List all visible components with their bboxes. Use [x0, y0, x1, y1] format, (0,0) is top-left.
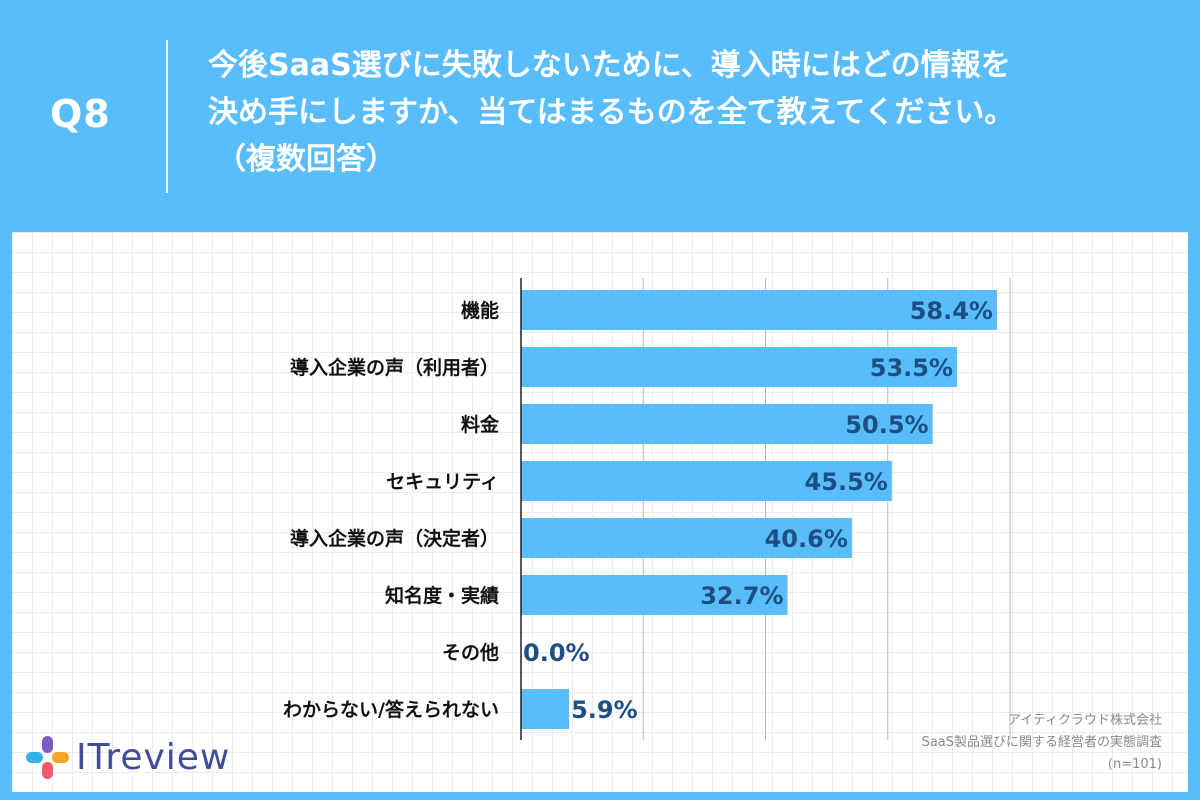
value-label: 58.4% [910, 297, 993, 325]
question-line: 決め手にしますか、当てはまるものを全て教えてください。 [208, 95, 1015, 130]
category-label: 導入企業の声（利用者） [290, 356, 499, 379]
header-divider [166, 40, 168, 193]
logo-text: ITreview [76, 737, 231, 778]
value-label: 53.5% [870, 354, 953, 382]
itreview-logo: ITreview [26, 736, 230, 780]
category-label: わからない/答えられない [283, 698, 499, 721]
bar [521, 575, 788, 615]
category-label: その他 [442, 641, 499, 664]
logo-mark-icon [26, 736, 70, 780]
category-label: セキュリティ [386, 471, 499, 493]
question-number: Q8 [50, 92, 111, 136]
question-line: 今後SaaS選びに失敗しないために、導入時にはどの情報を [208, 48, 1011, 83]
category-label: 知名度・実績 [385, 584, 499, 607]
value-label: 0.0% [523, 639, 590, 667]
value-label: 40.6% [765, 525, 848, 553]
value-label: 45.5% [805, 468, 888, 496]
bar [521, 290, 997, 330]
bar [521, 404, 933, 444]
bar [521, 518, 852, 558]
value-label: 50.5% [845, 411, 928, 439]
source-company: アイティクラウド株式会社 [1007, 713, 1162, 728]
value-label: 5.9% [571, 696, 638, 724]
category-label: 機能 [461, 299, 499, 322]
bar [521, 461, 892, 501]
bar [521, 689, 570, 729]
question-line: （複数回答） [216, 142, 396, 177]
source-sample: (n=101) [1107, 757, 1162, 772]
bar [521, 347, 958, 387]
source-survey: SaaS製品選びに関する経営者の実態調査 [921, 735, 1162, 750]
question-header: Q8 今後SaaS選びに失敗しないために、導入時にはどの情報を 決め手にしますか… [0, 0, 1200, 232]
category-label: 料金 [461, 413, 500, 436]
category-label: 導入企業の声（決定者） [290, 527, 499, 550]
question-text: 今後SaaS選びに失敗しないために、導入時にはどの情報を 決め手にしますか、当て… [208, 42, 1168, 183]
source-note: アイティクラウド株式会社 SaaS製品選びに関する経営者の実態調査 (n=101… [922, 710, 1162, 776]
value-label: 32.7% [700, 582, 783, 610]
